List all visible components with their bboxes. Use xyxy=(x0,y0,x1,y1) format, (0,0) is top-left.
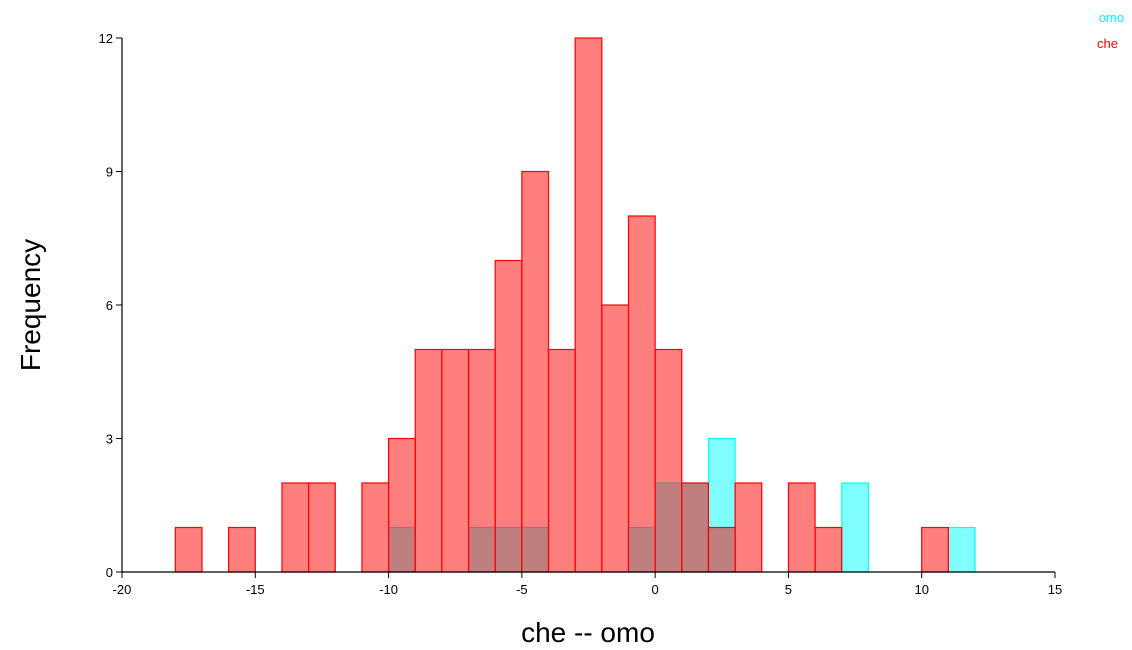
che-bar xyxy=(734,482,763,573)
y-tick-label: 3 xyxy=(106,432,113,447)
che-bar xyxy=(654,348,683,573)
che-bar xyxy=(174,526,203,573)
che-bar xyxy=(308,482,336,573)
che-bar xyxy=(787,482,816,573)
che-bar xyxy=(574,37,603,573)
omo-bar xyxy=(841,482,870,573)
legend-omo: omo xyxy=(1099,10,1124,25)
che-bar xyxy=(627,215,656,573)
che-bar xyxy=(228,526,256,573)
che-bar xyxy=(814,526,843,573)
x-tick-label: -20 xyxy=(113,582,132,597)
che-bar xyxy=(521,170,550,573)
x-axis-title: che -- omo xyxy=(521,617,655,648)
x-tick-label: 10 xyxy=(914,582,928,597)
che-bar xyxy=(921,526,949,573)
x-tick-label: 5 xyxy=(785,582,792,597)
che-bar xyxy=(361,482,390,573)
x-tick-label: 15 xyxy=(1048,582,1062,597)
y-tick-label: 0 xyxy=(106,565,113,580)
che-bar xyxy=(441,348,470,573)
omo-bar xyxy=(947,526,976,573)
y-axis-title: Frequency xyxy=(15,239,46,371)
x-tick-label: -5 xyxy=(516,582,528,597)
che-bar xyxy=(387,437,416,573)
che-bar xyxy=(281,482,310,573)
che-bar xyxy=(681,482,710,573)
x-tick-label: -10 xyxy=(379,582,398,597)
y-tick-label: 9 xyxy=(106,165,113,180)
x-tick-label: 0 xyxy=(652,582,659,597)
che-bars xyxy=(174,37,949,573)
axes: -20 -15 -10 -5 0 5 10 15 0 3 6 9 12 xyxy=(99,31,1063,597)
che-bar xyxy=(601,304,630,573)
che-bar xyxy=(467,348,496,573)
che-bar xyxy=(494,259,523,573)
y-tick-label: 6 xyxy=(106,298,113,313)
che-bar xyxy=(547,348,576,573)
x-tick-label: -15 xyxy=(246,582,265,597)
che-bar xyxy=(414,348,443,573)
y-tick-label: 12 xyxy=(99,31,113,46)
legend-che: che xyxy=(1097,36,1118,51)
che-bar xyxy=(707,526,736,573)
